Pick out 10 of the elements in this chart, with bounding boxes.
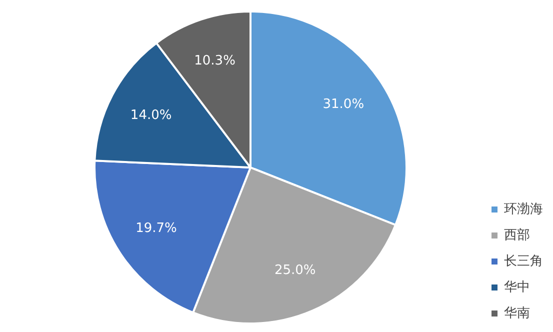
legend-label: 华中 xyxy=(504,279,530,296)
data-label: 10.3% xyxy=(194,54,236,69)
data-label: 14.0% xyxy=(130,108,172,123)
data-label: 25.0% xyxy=(274,263,316,278)
legend-label: 环渤海 xyxy=(504,201,543,218)
legend-label: 长三角 xyxy=(504,253,543,270)
legend-label: 华南 xyxy=(504,305,530,322)
data-label: 31.0% xyxy=(322,96,364,112)
data-label: 19.7% xyxy=(136,221,177,236)
legend-label: 西部 xyxy=(504,227,530,244)
